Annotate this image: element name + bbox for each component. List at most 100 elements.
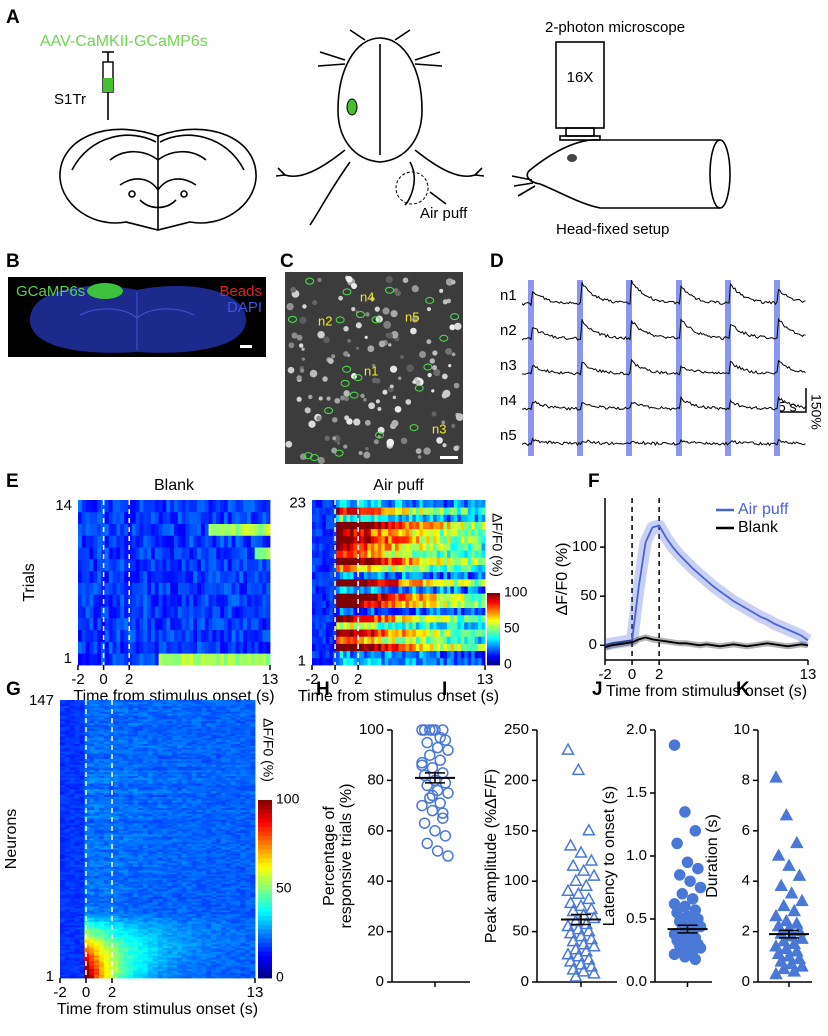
heatmap-cell [82, 512, 86, 524]
stimulus-bar [774, 280, 780, 456]
heatmap-cell [243, 547, 247, 559]
panel-label: D [490, 251, 504, 272]
heatmap-cell [247, 641, 251, 653]
heatmap-cell [423, 579, 427, 587]
x-tick-label: -2 [71, 671, 84, 688]
heatmap-cell [124, 535, 128, 547]
heatmap-cell [409, 507, 413, 515]
heatmap-cell [235, 641, 239, 653]
heatmap-cell [116, 630, 120, 642]
heatmap-cell [347, 565, 351, 573]
heatmap-cell [251, 594, 255, 606]
heatmap-cell [228, 618, 232, 630]
heatmap-cell [136, 500, 140, 512]
heatmap-cell [402, 500, 406, 508]
heatmap-cell [113, 524, 117, 536]
heatmap-cell [399, 643, 403, 651]
heatmap-cell [388, 579, 392, 587]
heatmap-cell [178, 583, 182, 595]
heatmap-cell [109, 547, 113, 559]
heatmap-cell [262, 535, 266, 547]
heatmap-cell [326, 514, 330, 522]
heatmap-cell [239, 583, 243, 595]
heatmap-cell [395, 536, 399, 544]
y-tick-label: 1 [64, 650, 72, 667]
heatmap-cell [392, 600, 396, 608]
heatmap-cell [430, 507, 434, 515]
heatmap-cell [251, 583, 255, 595]
heatmap-cell [340, 586, 344, 594]
heatmap-cell [209, 547, 213, 559]
heatmap-cell [239, 500, 243, 512]
heatmap-cell [399, 608, 403, 616]
heatmap-cell [381, 500, 385, 508]
heatmap-cell [437, 543, 441, 551]
heatmap-cell [392, 636, 396, 644]
heatmap-cell [360, 586, 364, 594]
heatmap-cell [475, 500, 479, 508]
heatmap-cell [193, 512, 197, 524]
heatmap-cell [468, 572, 472, 580]
heatmap-cell [447, 658, 451, 666]
brain-schematic [60, 52, 256, 230]
cell-body [452, 353, 456, 357]
heatmap-cell [319, 636, 323, 644]
heatmap-cell [412, 600, 416, 608]
heatmap-cell [182, 512, 186, 524]
heatmap-cell [326, 565, 330, 573]
heatmap-cell [450, 529, 454, 537]
cell-body [368, 402, 375, 409]
heatmap-cell [461, 507, 465, 515]
heatmap-cell [433, 522, 437, 530]
heatmap-cell [409, 593, 413, 601]
heatmap-cell [471, 629, 475, 637]
heatmap-cell [423, 636, 427, 644]
heatmap-cell [209, 512, 213, 524]
heatmap-cell [423, 507, 427, 515]
heatmap-cell [416, 536, 420, 544]
heatmap-cell [395, 550, 399, 558]
heatmap-cell [247, 571, 251, 583]
cell-body [386, 276, 393, 283]
heatmap-cell [402, 608, 406, 616]
heatmap-cell [232, 535, 236, 547]
heatmap-cell [450, 557, 454, 565]
heatmap-cell [162, 547, 166, 559]
heatmap-cell [464, 615, 468, 623]
heatmap-cell [409, 629, 413, 637]
heatmap-cell [326, 651, 330, 659]
heatmap-cell [322, 514, 326, 522]
heatmap-cell [189, 594, 193, 606]
cell-body [332, 436, 336, 440]
heatmap-cell [343, 529, 347, 537]
heatmap-cell [170, 653, 174, 665]
heatmap-cell [482, 651, 486, 659]
heatmap-cell [326, 507, 330, 515]
cell-body [401, 438, 407, 444]
heatmap-cell [162, 594, 166, 606]
heatmap-cell [113, 618, 117, 630]
heatmap-cell [395, 615, 399, 623]
heatmap-cell [364, 586, 368, 594]
heatmap-cell [220, 606, 224, 618]
cell-body [427, 373, 431, 377]
heatmap-cell [262, 571, 266, 583]
neuron-label: n4 [360, 289, 374, 304]
x-tick-label: 13 [800, 666, 817, 683]
cell-body [448, 364, 451, 367]
heatmap-cell [97, 524, 101, 536]
heatmap-cell [86, 571, 90, 583]
heatmap-cell [405, 586, 409, 594]
heatmap-cell [182, 630, 186, 642]
heatmap-cell [124, 512, 128, 524]
heatmap-cell [322, 579, 326, 587]
heatmap-cell [454, 543, 458, 551]
heatmap-cell [478, 658, 482, 666]
heatmap-cell [412, 636, 416, 644]
heatmap-cell [174, 630, 178, 642]
heatmap-cell [136, 653, 140, 665]
heatmap-cell [86, 559, 90, 571]
heatmap-cell [454, 651, 458, 659]
heatmap-cell [423, 550, 427, 558]
heatmap-cell [392, 565, 396, 573]
